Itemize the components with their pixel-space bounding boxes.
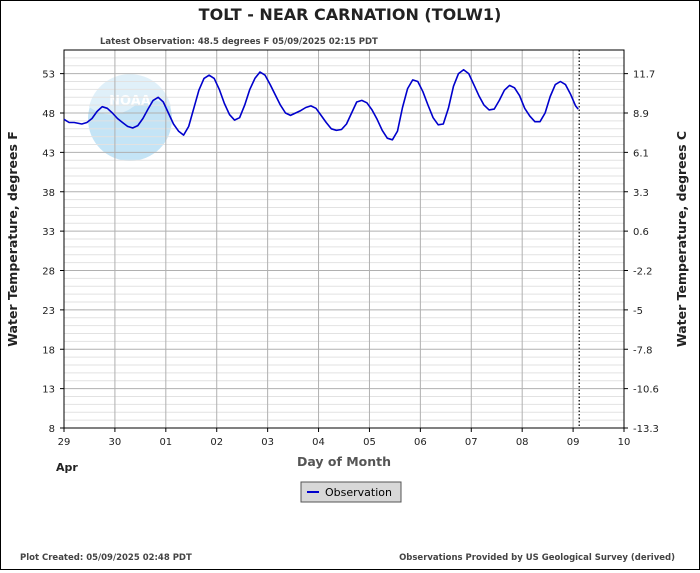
y-right-tick-label: -10.6 — [633, 385, 659, 396]
y-left-tick-label: 23 — [42, 306, 55, 317]
x-month-label: Apr — [56, 461, 78, 474]
y-right-tick-label: 8.9 — [633, 109, 649, 120]
x-tick-label: 08 — [516, 437, 529, 448]
x-tick-label: 06 — [414, 437, 427, 448]
provider-footer: Observations Provided by US Geological S… — [399, 553, 675, 563]
y-right-tick-label: -13.3 — [633, 424, 659, 435]
x-tick-label: 30 — [109, 437, 122, 448]
x-axis-label: Day of Month — [297, 454, 391, 469]
y-axis-right-label: Water Temperature, degrees C — [674, 131, 689, 347]
x-tick-label: 03 — [261, 437, 274, 448]
y-left-tick-label: 8 — [49, 424, 55, 435]
y-axis-left-label: Water Temperature, degrees F — [5, 131, 20, 347]
legend: Observation — [300, 481, 402, 503]
y-axis-left-ticks: 8 13 18 23 28 33 38 43 48 53 — [42, 70, 64, 435]
x-tick-label: 09 — [567, 437, 580, 448]
noaa-logo: NOAA — [88, 74, 172, 161]
y-right-tick-label: -2.2 — [633, 267, 653, 278]
y-right-tick-label: 0.6 — [633, 227, 649, 238]
y-right-tick-label: -7.8 — [633, 345, 653, 356]
plot-created-footer: Plot Created: 05/09/2025 02:48 PDT — [20, 553, 192, 563]
legend-label: Observation — [325, 486, 392, 499]
grid-lines — [64, 50, 624, 428]
y-left-tick-label: 33 — [42, 227, 55, 238]
x-tick-label: 29 — [58, 437, 71, 448]
y-left-tick-label: 28 — [42, 267, 55, 278]
y-right-tick-label: -5 — [633, 306, 643, 317]
chart-subtitle: Latest Observation: 48.5 degrees F 05/09… — [100, 37, 378, 47]
legend-box — [300, 481, 402, 503]
x-tick-label: 10 — [618, 437, 631, 448]
y-left-tick-label: 48 — [42, 109, 55, 120]
y-axis-right-ticks: -13.3 -10.6 -7.8 -5 -2.2 0.6 3.3 6.1 8.9 11.7 — [624, 70, 659, 435]
y-right-tick-label: 3.3 — [633, 188, 649, 199]
y-right-tick-label: 11.7 — [633, 70, 655, 81]
chart-title: TOLT - NEAR CARNATION (TOLW1) — [199, 5, 502, 24]
x-tick-label: 01 — [159, 437, 172, 448]
x-tick-label: 07 — [465, 437, 478, 448]
y-left-tick-label: 38 — [42, 188, 55, 199]
y-left-tick-label: 18 — [42, 345, 55, 356]
y-left-tick-label: 13 — [42, 385, 55, 396]
y-left-tick-label: 53 — [42, 70, 55, 81]
y-left-tick-label: 43 — [42, 148, 55, 159]
x-tick-label: 04 — [312, 437, 325, 448]
x-tick-label: 02 — [210, 437, 223, 448]
x-tick-label: 05 — [363, 437, 376, 448]
y-right-tick-label: 6.1 — [633, 148, 649, 159]
x-axis-ticks: 29 30 01 02 03 04 05 06 07 08 09 10 — [58, 428, 631, 448]
series-line-observation — [63, 68, 579, 141]
series-layer — [63, 50, 580, 428]
plot-area-border — [63, 49, 625, 429]
